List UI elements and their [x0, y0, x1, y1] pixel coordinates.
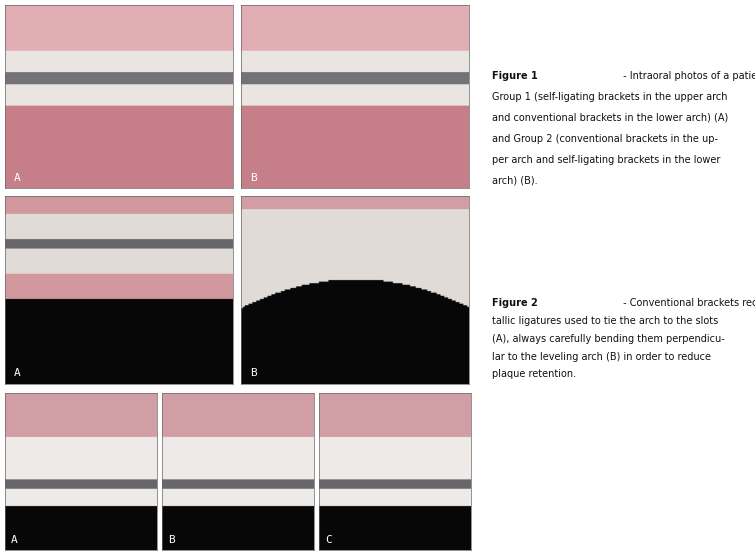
Text: arch) (B).: arch) (B).: [492, 176, 538, 186]
Text: A: A: [14, 369, 21, 379]
Text: B: B: [168, 535, 175, 546]
Text: plaque retention.: plaque retention.: [492, 370, 576, 380]
Text: - Conventional brackets received me-: - Conventional brackets received me-: [620, 298, 755, 308]
Text: Figure 1: Figure 1: [492, 70, 538, 80]
Text: A: A: [14, 173, 21, 183]
Text: A: A: [11, 535, 18, 546]
Text: and conventional brackets in the lower arch) (A): and conventional brackets in the lower a…: [492, 113, 729, 123]
Text: lar to the leveling arch (B) in order to reduce: lar to the leveling arch (B) in order to…: [492, 352, 711, 362]
Text: Figure 2: Figure 2: [492, 298, 538, 308]
Text: (A), always carefully bending them perpendicu-: (A), always carefully bending them perpe…: [492, 334, 725, 344]
Text: - Intraoral photos of a patient in: - Intraoral photos of a patient in: [620, 70, 755, 80]
Text: B: B: [250, 173, 257, 183]
Text: C: C: [325, 535, 332, 546]
Text: tallic ligatures used to tie the arch to the slots: tallic ligatures used to tie the arch to…: [492, 316, 718, 326]
Text: per arch and self-ligating brackets in the lower: per arch and self-ligating brackets in t…: [492, 155, 720, 165]
Text: Group 1 (self-ligating brackets in the upper arch: Group 1 (self-ligating brackets in the u…: [492, 92, 728, 102]
Text: B: B: [250, 369, 257, 379]
Text: and Group 2 (conventional brackets in the up-: and Group 2 (conventional brackets in th…: [492, 134, 718, 144]
